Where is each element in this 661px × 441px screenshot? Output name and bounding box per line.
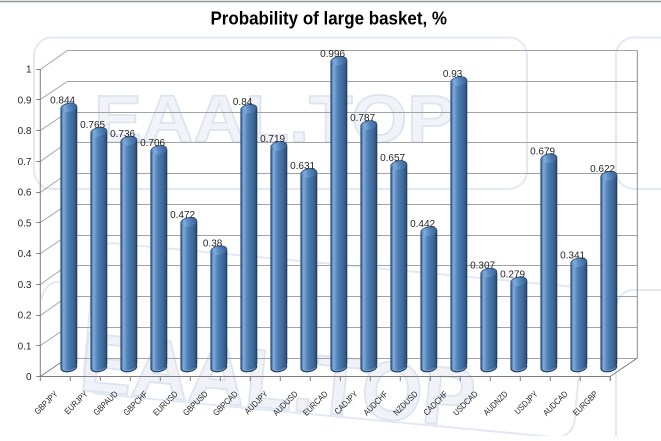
svg-text:0.84: 0.84 <box>233 97 253 108</box>
svg-text:0.6: 0.6 <box>18 188 32 199</box>
svg-text:0.279: 0.279 <box>500 269 525 280</box>
svg-text:0.679: 0.679 <box>530 146 555 157</box>
svg-text:0.472: 0.472 <box>170 210 195 221</box>
svg-text:0.719: 0.719 <box>260 134 285 145</box>
svg-text:0.706: 0.706 <box>140 138 165 149</box>
svg-text:0.3: 0.3 <box>18 280 32 291</box>
svg-text:0.787: 0.787 <box>350 113 375 124</box>
svg-text:0.622: 0.622 <box>590 164 615 175</box>
svg-text:0.765: 0.765 <box>80 120 105 131</box>
svg-text:1: 1 <box>26 65 32 76</box>
svg-text:EAAL.TOP: EAAL.TOP <box>94 82 455 157</box>
svg-text:0.736: 0.736 <box>110 129 135 140</box>
svg-text:0.657: 0.657 <box>380 153 405 164</box>
svg-text:0.4: 0.4 <box>18 249 32 260</box>
svg-text:0.341: 0.341 <box>560 250 585 261</box>
svg-text:Probability of large basket, %: Probability of large basket, % <box>211 9 448 29</box>
svg-text:0.1: 0.1 <box>18 341 32 352</box>
svg-text:0.844: 0.844 <box>50 96 75 107</box>
svg-text:0: 0 <box>26 372 32 383</box>
svg-text:0.9: 0.9 <box>18 95 32 106</box>
svg-text:0.93: 0.93 <box>443 69 463 80</box>
svg-text:0.996: 0.996 <box>320 49 345 60</box>
svg-text:0.2: 0.2 <box>18 311 32 322</box>
svg-text:0.631: 0.631 <box>290 161 315 172</box>
svg-text:0.38: 0.38 <box>203 238 223 249</box>
svg-text:0.307: 0.307 <box>470 261 495 272</box>
svg-text:0.442: 0.442 <box>410 219 435 230</box>
svg-text:0.8: 0.8 <box>18 126 32 137</box>
svg-text:0.7: 0.7 <box>18 157 32 168</box>
svg-text:0.5: 0.5 <box>18 218 32 229</box>
